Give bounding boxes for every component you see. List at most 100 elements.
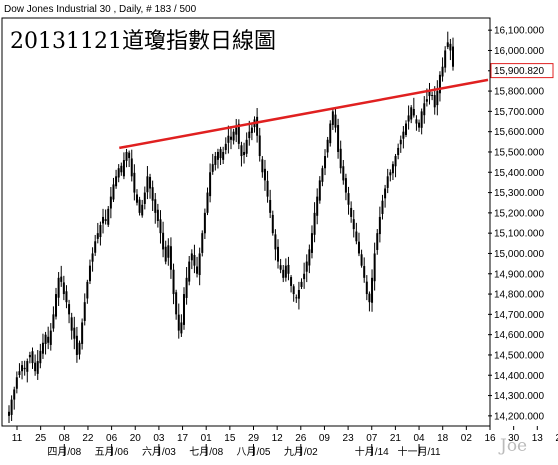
- candle-body: [31, 351, 34, 364]
- candle-body: [164, 246, 167, 262]
- candle-body: [313, 212, 316, 235]
- y-tick-label: 16,000.000: [494, 46, 544, 57]
- candle-body: [337, 125, 340, 152]
- candle-body: [300, 281, 303, 287]
- candle-body: [214, 156, 217, 165]
- candle-body: [269, 199, 272, 213]
- candle-body: [420, 111, 423, 128]
- candle-body: [159, 219, 162, 234]
- x-month-label: 八月/05: [237, 446, 271, 458]
- candle-body: [263, 168, 266, 181]
- candle-body: [52, 314, 55, 329]
- y-tick-label: 14,700.000: [494, 310, 544, 321]
- watermark-text: Joe: [498, 436, 527, 456]
- candle-body: [452, 46, 454, 67]
- x-tick-label: 07: [366, 433, 378, 444]
- y-tick-label: 15,100.000: [494, 229, 544, 240]
- candle-body: [237, 123, 240, 144]
- candle-body: [15, 377, 18, 389]
- candle-body: [266, 180, 269, 197]
- candle-body: [70, 317, 73, 331]
- candle-body: [423, 103, 426, 116]
- candle-body: [290, 277, 293, 286]
- x-tick-label: 11: [12, 433, 23, 444]
- candle-body: [232, 131, 235, 141]
- candle-body: [154, 199, 157, 213]
- candle-body: [274, 234, 277, 250]
- candle-body: [81, 322, 84, 344]
- x-month-label: 六月/03: [142, 446, 176, 458]
- y-tick-label: 15,000.000: [494, 249, 544, 260]
- candle-body: [209, 172, 212, 197]
- candle-body: [99, 225, 102, 238]
- candle-body: [83, 302, 86, 321]
- candle-body: [10, 399, 13, 415]
- candle-body: [331, 111, 334, 125]
- candle-body: [104, 219, 107, 221]
- candle-body: [102, 216, 105, 224]
- candle-body: [128, 152, 131, 159]
- candle-body: [34, 362, 37, 372]
- candle-body: [277, 246, 280, 262]
- x-tick-label: 30: [508, 433, 520, 444]
- candle-body: [18, 371, 21, 375]
- x-month-label: 七月/08: [189, 446, 223, 458]
- candle-body: [201, 233, 204, 253]
- candle-body: [240, 145, 243, 157]
- y-tick-label: 15,700.000: [494, 107, 544, 118]
- y-tick-label: 14,500.000: [494, 350, 544, 361]
- candle-body: [162, 232, 165, 250]
- x-axis: 11 25 08 22 06 20 03 17 01 15 29 12 26 09 23 07 21 04 18 02…: [12, 426, 558, 458]
- candle-body: [318, 180, 321, 201]
- candle-body: [368, 293, 371, 303]
- candle-body: [436, 91, 439, 106]
- candle-body: [250, 127, 253, 134]
- candle-layer: [8, 31, 454, 424]
- candle-body: [57, 277, 60, 298]
- candle-body: [182, 294, 185, 325]
- candle-body: [28, 354, 31, 358]
- candle-body: [211, 164, 214, 172]
- candle-body: [342, 166, 345, 181]
- candle-body: [86, 281, 89, 299]
- x-tick-label: 02: [461, 433, 473, 444]
- candle-body: [180, 322, 183, 334]
- candle-body: [402, 131, 405, 139]
- candle-body: [190, 253, 193, 261]
- candle-body: [410, 107, 413, 120]
- candle-body: [310, 233, 313, 253]
- candle-body: [376, 233, 379, 250]
- y-tick-label: 14,300.000: [494, 391, 544, 402]
- candle-body: [230, 136, 232, 140]
- candle-body: [384, 188, 387, 199]
- x-tick-label: 26: [295, 433, 307, 444]
- candle-body: [284, 265, 287, 278]
- candle-body: [78, 342, 81, 355]
- candle-body: [438, 74, 441, 94]
- y-tick-label: 14,900.000: [494, 269, 544, 280]
- candle-body: [120, 165, 123, 173]
- candle-body: [449, 43, 452, 51]
- candle-body: [404, 123, 407, 135]
- candle-body: [151, 187, 154, 201]
- x-tick-label: 23: [343, 433, 355, 444]
- candle-body: [227, 135, 230, 143]
- y-tick-label: 14,600.000: [494, 330, 544, 341]
- candle-body: [394, 156, 397, 167]
- candle-body: [412, 108, 415, 116]
- candle-body: [133, 172, 136, 193]
- x-tick-label: 18: [437, 433, 449, 444]
- candle-body: [222, 151, 225, 160]
- candle-body: [258, 135, 261, 157]
- candle-body: [141, 204, 144, 216]
- chart-title: 20131121道瓊指數日線圖: [10, 29, 276, 54]
- candle-body: [21, 365, 24, 372]
- candle-body: [397, 147, 400, 156]
- candle-body: [185, 277, 188, 298]
- candle-body: [446, 42, 449, 48]
- candle-body: [360, 254, 363, 266]
- candle-body: [344, 178, 347, 193]
- x-tick-label: 15: [224, 433, 236, 444]
